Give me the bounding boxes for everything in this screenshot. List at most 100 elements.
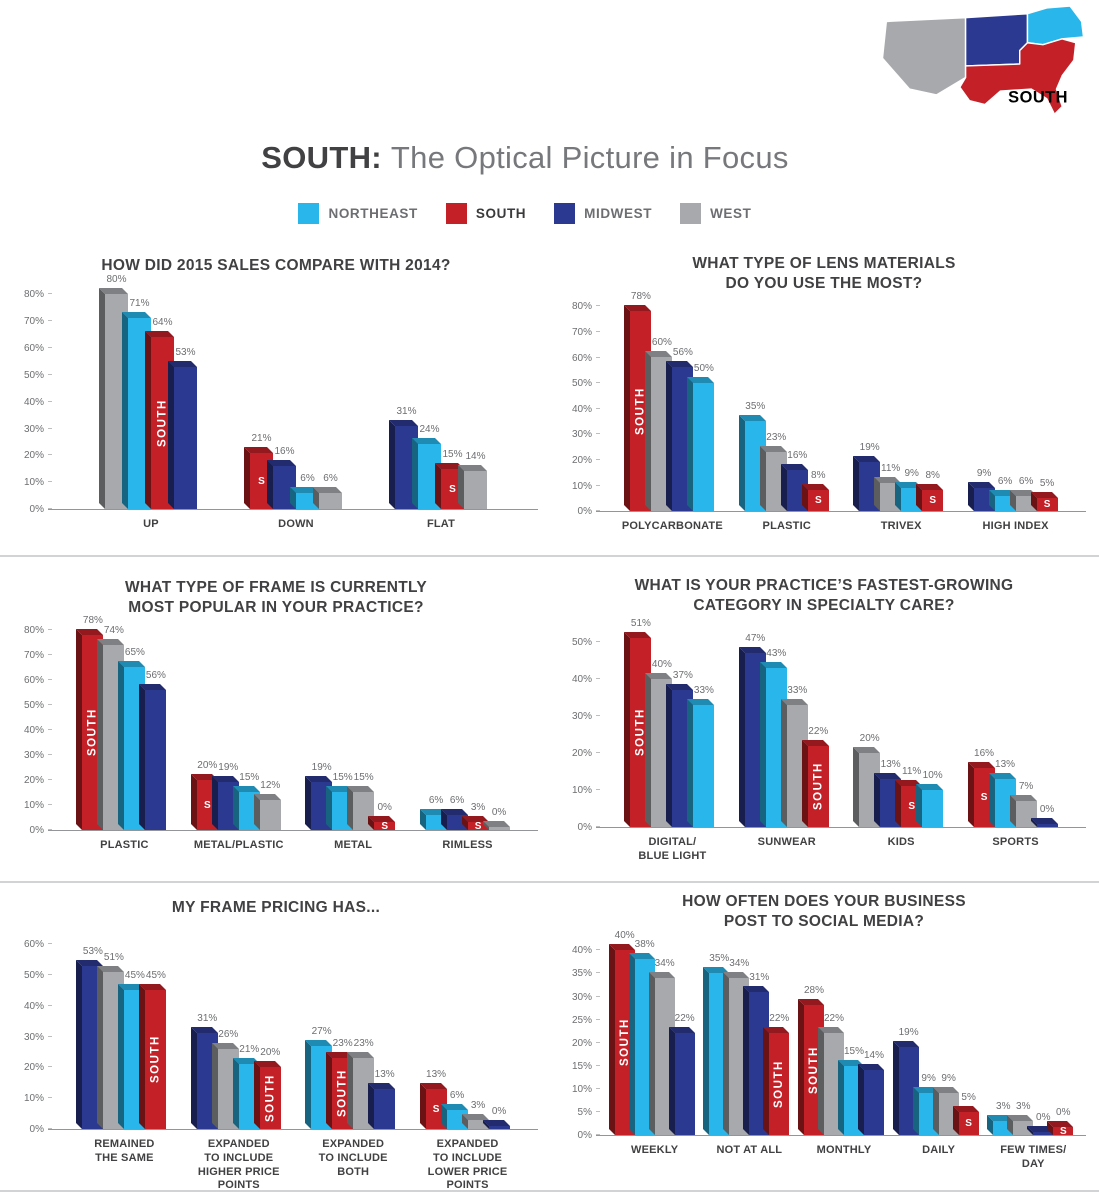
bar-south: 8% S: [916, 470, 944, 512]
x-axis-line: [48, 509, 538, 511]
bar-value-label: 43%: [766, 648, 787, 660]
category-label: EXPANDED TO INCLUDE BOTH: [318, 1138, 388, 1178]
map-south-label: SOUTH: [1008, 89, 1068, 107]
y-tick-label: 20%: [23, 450, 44, 462]
y-tick-mark: [596, 972, 600, 974]
bar-value-label: 47%: [745, 633, 766, 645]
chart-plot: 0% 10% 20% 30% 40% 50% 60% 70% 80% 78% SOUTH 60% 56%…: [560, 291, 1088, 532]
y-tick-label: 20%: [571, 1037, 592, 1049]
y-tick-mark: [48, 1066, 52, 1068]
chart-plot: 0% 10% 20% 30% 40% 50% 60% 53% 51% 45% 45% SOUTH REM…: [12, 939, 540, 1191]
y-tick-label: 40%: [571, 674, 592, 686]
bar-value-label: 5%: [961, 1092, 976, 1104]
south-bar-tag: S: [965, 1118, 972, 1130]
y-tick-label: 30%: [571, 991, 592, 1003]
bar-value-label: 12%: [260, 780, 281, 792]
plot-area: 51% SOUTH 40% 37% 33% DIGITAL/ BLUE LIGHT 47% 4…: [596, 618, 1088, 862]
bar-group-bars: 78% SOUTH 74% 65% 56%: [76, 615, 167, 831]
bar-value-label: 6%: [1018, 476, 1034, 488]
bar-value-label: 51%: [630, 618, 651, 630]
chart-title: WHAT TYPE OF FRAME IS CURRENTLY MOST POP…: [124, 579, 428, 617]
page-title: SOUTH: The Optical Picture in Focus: [0, 140, 1050, 176]
y-tick-mark: [596, 305, 600, 307]
bar-value-label: 0%: [491, 1106, 507, 1118]
y-tick-label: 60%: [23, 342, 44, 354]
y-tick-mark: [48, 400, 52, 402]
category-label: TRIVEX: [880, 520, 922, 533]
y-tick-mark: [48, 754, 52, 756]
bar-value-label: 27%: [311, 1026, 332, 1038]
y-tick-mark: [48, 346, 52, 348]
y-tick-mark: [596, 1111, 600, 1113]
south-bar-tag: SOUTH: [773, 1060, 786, 1109]
y-tick-label: 25%: [571, 1014, 592, 1026]
chart-specialty-care: WHAT IS YOUR PRACTICE’S FASTEST-GROWING …: [560, 576, 1088, 862]
bar-group-bars: 40% SOUTH 38% 34% 22%: [608, 930, 695, 1136]
bar-group-bars: 19% 15% 15% 0% S: [305, 630, 396, 832]
bar-value-label: 14%: [465, 451, 486, 463]
bar-value-label: 37%: [672, 670, 693, 682]
category-label: MONTHLY: [816, 1144, 872, 1157]
bar-value-label: 35%: [745, 401, 766, 413]
y-axis: 0% 10% 20% 30% 40% 50%: [560, 637, 600, 833]
y-tick-label: 80%: [23, 625, 44, 637]
bar-value-label: 33%: [693, 685, 714, 697]
bar-group: 19% 9% 9% 5% S DAILY: [892, 950, 979, 1156]
bar-value-label: 8%: [811, 470, 826, 482]
category-label: WEEKLY: [631, 1144, 679, 1157]
bar-value-label: 19%: [311, 762, 332, 774]
bar-value-label: 24%: [419, 424, 440, 436]
y-tick-label: 10%: [571, 1084, 592, 1096]
y-tick-mark: [596, 459, 600, 461]
bar-value-label: 31%: [396, 406, 417, 418]
bar-group: 78% SOUTH 74% 65% 56% PLASTIC: [76, 615, 167, 851]
bar-value-label: 13%: [995, 759, 1016, 771]
y-tick-label: 70%: [23, 316, 44, 328]
bar-value-label: 31%: [749, 972, 770, 984]
y-tick-mark: [596, 641, 600, 643]
bar-midwest: 0%: [1030, 804, 1058, 828]
y-tick-mark: [48, 1004, 52, 1006]
y-tick-label: 15%: [571, 1060, 592, 1072]
bar-group-bars: 53% 51% 45% 45% SOUTH: [76, 944, 167, 1130]
bar-group-bars: 31% 24% 15% S 14%: [389, 294, 487, 510]
y-tick-mark: [596, 1064, 600, 1066]
bar-value-label: 15%: [239, 772, 260, 784]
y-tick-label: 10%: [571, 785, 592, 797]
y-tick-mark: [48, 779, 52, 781]
bar-south: 8% S: [801, 470, 829, 512]
category-label: KIDS: [887, 836, 915, 849]
south-bar-tag: SOUTH: [264, 1074, 277, 1123]
y-tick-mark: [596, 789, 600, 791]
south-bar-tag: S: [1043, 499, 1051, 511]
bar-value-label: 23%: [332, 1038, 353, 1050]
bar-south: 22% SOUTH: [763, 1013, 789, 1136]
south-bar-tag: S: [814, 495, 822, 507]
x-axis-line: [596, 511, 1086, 513]
bar-value-label: 71%: [129, 298, 150, 310]
category-label: POLYCARBONATE: [621, 520, 723, 533]
bar-value-label: 7%: [1018, 781, 1034, 793]
y-tick-mark: [48, 427, 52, 429]
bar-value-label: 38%: [634, 939, 655, 951]
south-bar-tag: S: [381, 820, 388, 832]
bar-group-bars: 6% 6% 3% S 0%: [419, 630, 510, 832]
y-axis: 0% 10% 20% 30% 40% 50% 60% 70% 80%: [560, 301, 600, 517]
bar-group-bars: 19% 11% 9% 8% S: [853, 306, 944, 512]
bar-group-bars: 16% S 13% 7% 0%: [967, 642, 1058, 828]
y-tick-mark: [48, 629, 52, 631]
legend-label-northeast: NORTHEAST: [328, 206, 418, 221]
legend-item-midwest: MIDWEST: [554, 203, 652, 224]
y-tick-mark: [48, 804, 52, 806]
bar-group: 31% 24% 15% S 14% FLAT: [389, 294, 487, 530]
chart-frame-pricing: MY FRAME PRICING HAS... 0% 10% 20% 30% 40% 50%…: [12, 898, 540, 1191]
y-tick-mark: [48, 973, 52, 975]
chart-title: WHAT IS YOUR PRACTICE’S FASTEST-GROWING …: [634, 577, 1014, 615]
legend-item-west: WEST: [680, 203, 751, 224]
bar-value-label: 9%: [976, 468, 992, 480]
bar-group: 53% 51% 45% 45% SOUTH REMAINED THE SAME: [76, 944, 167, 1164]
y-axis: 0% 10% 20% 30% 40% 50% 60% 70% 80%: [12, 625, 52, 836]
bar-value-label: 74%: [103, 625, 124, 637]
bar-group: 16% S 13% 7% 0% SPORTS: [967, 642, 1058, 848]
map-region-west: [881, 16, 967, 96]
